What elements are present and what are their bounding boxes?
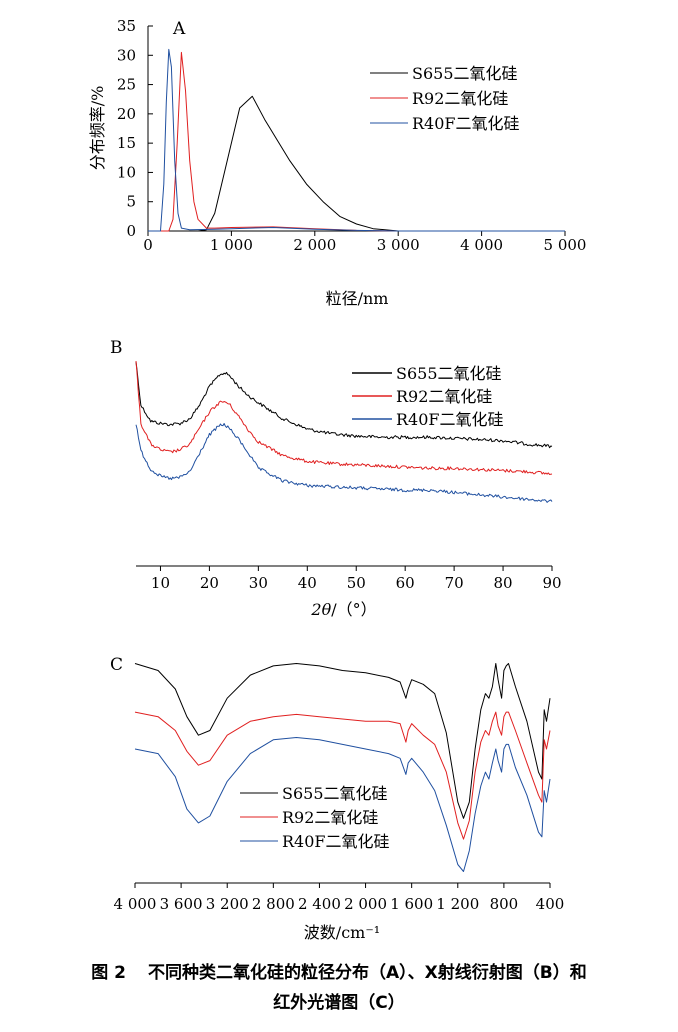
panel-b-series (135, 361, 553, 503)
figure: A 0 5 10 15 20 25 30 35 0 1 000 2 000 3 000 4 000 5 … (88, 17, 586, 942)
x-tick-label: 30 (249, 574, 268, 592)
legend-b-s655-label: S655二氧化硅 (396, 364, 502, 383)
x-tick-label: 80 (494, 574, 513, 592)
x-tick-label: 4 000 (460, 236, 503, 254)
panel-a-legend: S655二氧化硅 R92二氧化硅 R40F二氧化硅 (370, 64, 520, 133)
x-tick-label: 4 000 (114, 895, 157, 913)
legend-a-s655-label: S655二氧化硅 (412, 64, 518, 83)
panel-a-letter: A (172, 19, 186, 39)
x-tick-label: 2 000 (293, 236, 336, 254)
y-tick-label: 5 (126, 193, 136, 211)
x-tick-label: 1 200 (436, 895, 479, 913)
y-tick-label: 0 (126, 222, 136, 240)
legend-b-r40f-label: R40F二氧化硅 (396, 410, 504, 429)
x-tick-label: 1 000 (210, 236, 253, 254)
panel-a-x-label: 粒径/nm (326, 289, 389, 308)
x-tick-label: 5 000 (544, 236, 587, 254)
figure-caption: 图 2 不同种类二氧化硅的粒径分布（A）、X射线衍射图（B）和 红外光谱图（C） (0, 958, 678, 1018)
x-tick-label: 60 (396, 574, 415, 592)
y-tick-label: 25 (117, 76, 136, 94)
series-line-r92 (135, 361, 553, 475)
panel-c-letter: C (110, 655, 123, 675)
x-tick-label: 90 (542, 574, 561, 592)
panel-c-ftir: C 4 000 3 600 3 200 2 800 2 400 2 000 1 600 1 2… (110, 655, 564, 942)
legend-a-r92-label: R92二氧化硅 (412, 89, 508, 108)
x-tick-label: 2 800 (252, 895, 295, 913)
x-tick-label: 2 000 (344, 895, 387, 913)
x-tick-label: 2 400 (298, 895, 341, 913)
x-tick-label: 20 (200, 574, 219, 592)
x-tick-label: 10 (151, 574, 170, 592)
y-tick-label: 35 (117, 17, 136, 35)
legend-c-s655-label: S655二氧化硅 (282, 784, 388, 803)
figure-caption-text-2: 红外光谱图（C） (273, 993, 405, 1013)
y-tick-label: 10 (117, 163, 136, 181)
x-tick-label: 3 000 (377, 236, 420, 254)
x-tick-label: 800 (490, 895, 519, 913)
panel-b-legend: S655二氧化硅 R92二氧化硅 R40F二氧化硅 (352, 364, 504, 429)
legend-b-r92-label: R92二氧化硅 (396, 387, 492, 406)
series-line-r40f (135, 423, 553, 503)
panel-a-y-label: 分布频率/% (88, 86, 107, 171)
series-line-s655 (148, 95, 565, 232)
panel-a-y-ticks: 0 5 10 15 20 25 30 35 (117, 17, 153, 240)
panel-b-x-label: 2θ/（°） (310, 600, 376, 619)
x-tick-label: 0 (143, 236, 153, 254)
x-tick-label: 1 600 (390, 895, 433, 913)
series-line-r40f (134, 737, 551, 872)
panel-c-legend: S655二氧化硅 R92二氧化硅 R40F二氧化硅 (240, 784, 390, 851)
panel-c-series (134, 663, 551, 872)
x-tick-label: 50 (347, 574, 366, 592)
y-tick-label: 20 (117, 105, 136, 123)
legend-c-r40f-label: R40F二氧化硅 (282, 832, 390, 851)
y-tick-label: 30 (117, 46, 136, 64)
figure-caption-text: 不同种类二氧化硅的粒径分布（A）、X射线衍射图（B）和 (148, 963, 587, 983)
x-tick-label: 3 600 (160, 895, 203, 913)
panel-c-x-ticks: 4 000 3 600 3 200 2 800 2 400 2 000 1 600 1 200… (114, 883, 565, 913)
panel-a-x-ticks: 0 1 000 2 000 3 000 4 000 5 000 (143, 231, 586, 254)
x-tick-label: 3 200 (206, 895, 249, 913)
x-tick-label: 70 (445, 574, 464, 592)
panel-c-x-label: 波数/cm⁻¹ (304, 923, 380, 942)
y-tick-label: 15 (117, 134, 136, 152)
panel-a-series (148, 48, 565, 232)
legend-c-r92-label: R92二氧化硅 (282, 808, 378, 827)
panel-a-particle-size: A 0 5 10 15 20 25 30 35 0 1 000 2 000 3 000 4 000 5 … (88, 17, 586, 308)
panel-b-letter: B (110, 338, 123, 358)
series-line-s655 (135, 361, 553, 449)
figure-number: 图 2 (91, 963, 126, 983)
panel-b-xrd: B 10 20 30 40 50 60 70 80 90 2θ/（°） S655二氧化硅 R92… (110, 338, 562, 619)
series-line-s655 (134, 663, 551, 819)
legend-a-r40f-label: R40F二氧化硅 (412, 114, 520, 133)
panel-b-x-ticks: 10 20 30 40 50 60 70 80 90 (151, 566, 562, 592)
x-tick-label: 40 (298, 574, 317, 592)
series-line-r40f (148, 48, 565, 232)
series-line-r92 (134, 711, 551, 840)
x-tick-label: 400 (536, 895, 565, 913)
